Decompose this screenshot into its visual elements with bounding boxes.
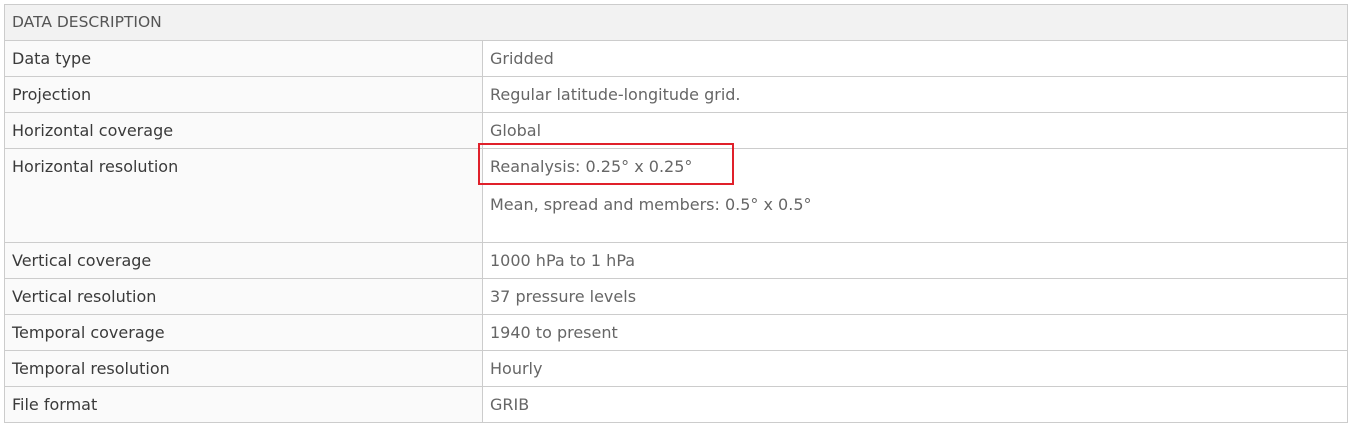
row-value: Hourly (482, 350, 1348, 387)
row-label: Temporal resolution (4, 350, 483, 387)
row-value: Regular latitude-longitude grid. (482, 76, 1348, 113)
row-value: 1000 hPa to 1 hPa (482, 242, 1348, 279)
row-value: 37 pressure levels (482, 278, 1348, 315)
data-description-table: DATA DESCRIPTION Data type Gridded Proje… (4, 4, 1348, 423)
row-label: Data type (4, 40, 483, 77)
row-label: File format (4, 386, 483, 423)
table-row-horizontal-resolution: Horizontal resolution Reanalysis: 0.25° … (4, 148, 1348, 243)
table-row-horizontal-coverage: Horizontal coverage Global (4, 112, 1348, 149)
table-row-data-type: Data type Gridded (4, 40, 1348, 77)
table-row-temporal-resolution: Temporal resolution Hourly (4, 350, 1348, 387)
row-label: Projection (4, 76, 483, 113)
table-row-vertical-resolution: Vertical resolution 37 pressure levels (4, 278, 1348, 315)
row-value: Reanalysis: 0.25° x 0.25° Mean, spread a… (482, 148, 1348, 243)
row-value: 1940 to present (482, 314, 1348, 351)
data-description-panel: DATA DESCRIPTION Data type Gridded Proje… (4, 4, 1348, 423)
table-header-row: DATA DESCRIPTION (4, 4, 1348, 41)
row-label: Vertical coverage (4, 242, 483, 279)
table-title: DATA DESCRIPTION (4, 4, 1348, 41)
row-label: Vertical resolution (4, 278, 483, 315)
row-value: Global (482, 112, 1348, 149)
row-label: Horizontal resolution (4, 148, 483, 243)
row-value: GRIB (482, 386, 1348, 423)
table-row-file-format: File format GRIB (4, 386, 1348, 423)
row-value: Gridded (482, 40, 1348, 77)
reanalysis-resolution-value: Reanalysis: 0.25° x 0.25° (490, 157, 693, 176)
table-row-vertical-coverage: Vertical coverage 1000 hPa to 1 hPa (4, 242, 1348, 279)
ensemble-resolution-value: Mean, spread and members: 0.5° x 0.5° (490, 195, 812, 214)
table-row-projection: Projection Regular latitude-longitude gr… (4, 76, 1348, 113)
table-row-temporal-coverage: Temporal coverage 1940 to present (4, 314, 1348, 351)
row-label: Horizontal coverage (4, 112, 483, 149)
row-label: Temporal coverage (4, 314, 483, 351)
